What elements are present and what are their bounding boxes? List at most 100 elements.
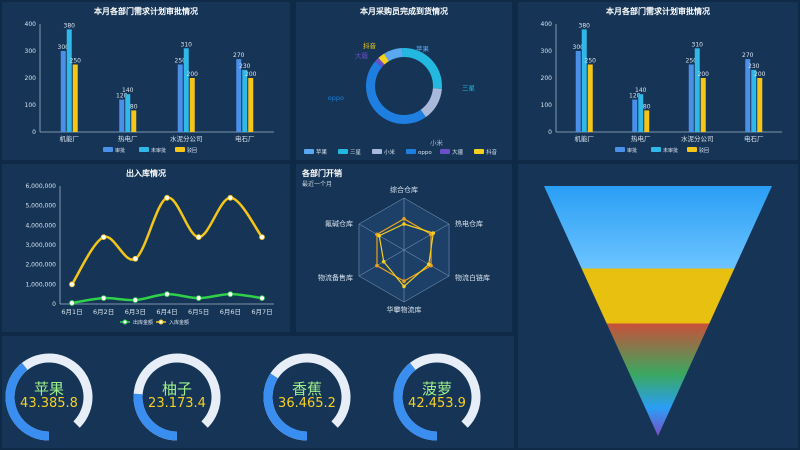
legend-label: 入库金额 bbox=[169, 319, 189, 326]
gauge-ring bbox=[393, 353, 481, 441]
y-tick-label: 3,000,000 bbox=[25, 242, 56, 249]
radar-point bbox=[377, 233, 382, 238]
legend-marker bbox=[158, 319, 164, 325]
radar-indicator-label: 氟碱仓库 bbox=[325, 219, 353, 228]
legend-label: 小米 bbox=[384, 148, 396, 156]
bar-value-label: 140 bbox=[122, 87, 134, 94]
y-tick-label: 200 bbox=[25, 75, 37, 82]
donut-slice bbox=[384, 48, 403, 62]
gauge-ring bbox=[133, 353, 221, 441]
line-point bbox=[100, 234, 107, 241]
bar bbox=[587, 64, 593, 132]
funnel-band bbox=[544, 186, 772, 269]
radar-axis bbox=[358, 249, 405, 277]
bar bbox=[745, 59, 751, 132]
bar-value-label: 380 bbox=[64, 22, 76, 29]
y-tick-label: 100 bbox=[25, 102, 37, 109]
gauge-value: 43.385.8 bbox=[20, 396, 78, 411]
legend-label: 驳回 bbox=[187, 147, 197, 154]
y-tick-label: 0 bbox=[548, 129, 552, 136]
legend-swatch bbox=[304, 149, 314, 154]
gauge-banana: 香蕉 36.465.2 bbox=[262, 348, 372, 443]
donut-slice-label: 大疆 bbox=[355, 51, 369, 60]
legend-label: 三星 bbox=[350, 149, 362, 156]
bar-value-label: 230 bbox=[748, 63, 760, 70]
bar bbox=[183, 48, 189, 132]
legend-label: 出库金额 bbox=[133, 319, 153, 326]
y-tick-label: 5,000,000 bbox=[25, 203, 56, 210]
legend-label: 审批 bbox=[627, 147, 637, 154]
line-point bbox=[195, 295, 202, 302]
gauge-pomelo: 柚子 23.173.4 bbox=[132, 348, 242, 443]
radar-point bbox=[431, 231, 436, 235]
bar-value-label: 80 bbox=[643, 103, 651, 110]
donut-slice-label: oppo bbox=[328, 94, 344, 102]
x-tick-label: 6月2日 bbox=[93, 308, 114, 316]
gauge-apple: 苹果 43.385.8 bbox=[4, 348, 114, 443]
bar-value-label: 200 bbox=[245, 71, 257, 78]
legend-label: 苹果 bbox=[316, 148, 328, 156]
x-tick-label: 机能厂 bbox=[575, 134, 595, 143]
bar bbox=[119, 99, 125, 132]
gauge-name: 菠萝 bbox=[421, 380, 452, 398]
line-point bbox=[164, 194, 170, 201]
donut-slice-label: 三星 bbox=[462, 84, 476, 92]
line-point bbox=[195, 234, 202, 241]
line-chart-title: 出入库情况 bbox=[126, 169, 166, 178]
bar bbox=[694, 48, 700, 132]
x-tick-label: 6月3日 bbox=[125, 308, 146, 316]
radar-chart-title: 各部门开销 bbox=[302, 169, 342, 178]
x-tick-label: 水泥分公司 bbox=[170, 134, 203, 143]
line-chart-panel: 出入库情况 0 1,000,000 2,000,000 3,000,000 4,000,… bbox=[2, 164, 290, 332]
bar-value-label: 250 bbox=[70, 58, 82, 65]
bar-value-label: 230 bbox=[239, 63, 251, 70]
bar-value-label: 270 bbox=[233, 52, 245, 59]
donut-chart-title: 本月采购员完成到货情况 bbox=[360, 7, 448, 16]
line-chart: 0 1,000,000 2,000,000 3,000,000 4,000,000 5,0… bbox=[25, 183, 274, 326]
legend-swatch bbox=[372, 149, 382, 154]
x-tick-label: 6月1日 bbox=[61, 308, 82, 316]
radar-point bbox=[402, 279, 406, 283]
bar bbox=[581, 29, 587, 132]
line-point bbox=[132, 255, 139, 262]
bar bbox=[700, 78, 706, 132]
radar-point bbox=[381, 259, 386, 264]
funnel-band bbox=[606, 323, 710, 436]
bar-value-label: 200 bbox=[754, 71, 766, 78]
x-tick-label: 6月7日 bbox=[251, 308, 272, 316]
y-tick-label: 100 bbox=[541, 102, 553, 109]
x-tick-label: 热电厂 bbox=[118, 134, 138, 143]
donut-slice bbox=[420, 88, 442, 118]
gauge-value: 36.465.2 bbox=[278, 396, 336, 411]
gauge-value: 42.453.9 bbox=[408, 396, 466, 411]
line-point bbox=[69, 281, 75, 288]
bar-chart-right-panel: 本月各部门需求计划审批情况 0 100 200 300 400 300 380 250 机能厂 1… bbox=[518, 2, 798, 160]
legend-label: oppo bbox=[418, 150, 432, 156]
line-point bbox=[100, 295, 107, 302]
bar bbox=[242, 69, 248, 132]
radar-axis bbox=[358, 223, 405, 251]
radar-indicator-label: 热电仓库 bbox=[455, 219, 483, 228]
legend-label: 未审批 bbox=[151, 147, 166, 154]
line-point bbox=[69, 300, 75, 306]
bar-value-label: 380 bbox=[579, 22, 591, 29]
legend-swatch bbox=[406, 149, 416, 154]
radar-indicator-label: 物流备售库 bbox=[318, 273, 353, 282]
legend-swatch bbox=[615, 147, 625, 152]
gauge-value: 23.173.4 bbox=[148, 396, 206, 411]
legend-swatch bbox=[139, 147, 149, 152]
gauge-fill bbox=[393, 362, 438, 441]
legend-label: 驳回 bbox=[699, 147, 709, 154]
radar-axis bbox=[403, 223, 450, 251]
gauge-fill bbox=[5, 362, 50, 441]
bar bbox=[72, 64, 78, 132]
gauge-name: 柚子 bbox=[161, 380, 192, 398]
x-tick-label: 6月5日 bbox=[188, 308, 209, 316]
gauge-name: 香蕉 bbox=[291, 380, 322, 398]
line-point bbox=[259, 295, 265, 302]
x-tick-label: 热电厂 bbox=[631, 134, 651, 143]
y-tick-label: 300 bbox=[541, 48, 553, 55]
radar-point bbox=[402, 222, 406, 226]
bar bbox=[688, 64, 694, 132]
